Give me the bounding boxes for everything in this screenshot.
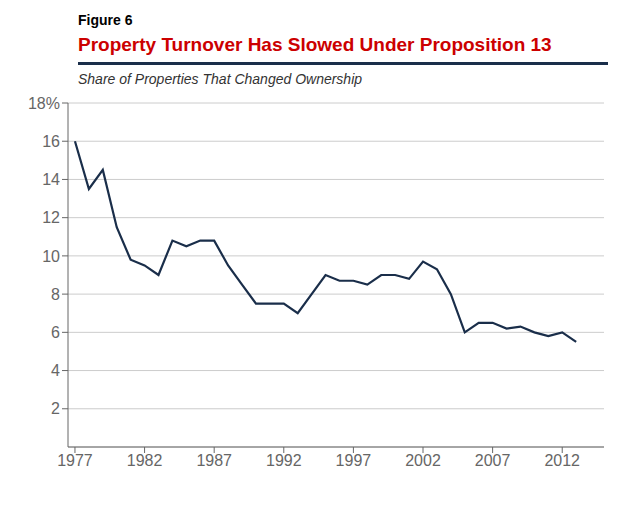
svg-text:1977: 1977: [57, 452, 93, 469]
html-text:Figure 6: Figure 6: [78, 12, 133, 28]
svg-text:1987: 1987: [196, 452, 232, 469]
svg-text:2012: 2012: [544, 452, 580, 469]
svg-text:12: 12: [42, 209, 60, 226]
svg-text:1997: 1997: [336, 452, 372, 469]
svg-text:14: 14: [42, 171, 60, 188]
svg-text:6: 6: [51, 324, 60, 341]
svg-text:2: 2: [51, 400, 60, 417]
svg-text:2007: 2007: [475, 452, 511, 469]
svg-text:8: 8: [51, 286, 60, 303]
html-text:Share of Properties That Chang: Share of Properties That Changed Ownersh…: [78, 71, 362, 87]
svg-text:18%: 18%: [28, 95, 60, 112]
html-text:Property Turnover Has Slowed U: Property Turnover Has Slowed Under Propo…: [78, 34, 552, 55]
svg-text:1992: 1992: [266, 452, 302, 469]
svg-text:1982: 1982: [127, 452, 163, 469]
svg-text:4: 4: [51, 362, 60, 379]
svg-text:2002: 2002: [405, 452, 441, 469]
svg-text:16: 16: [42, 133, 60, 150]
svg-text:10: 10: [42, 248, 60, 265]
